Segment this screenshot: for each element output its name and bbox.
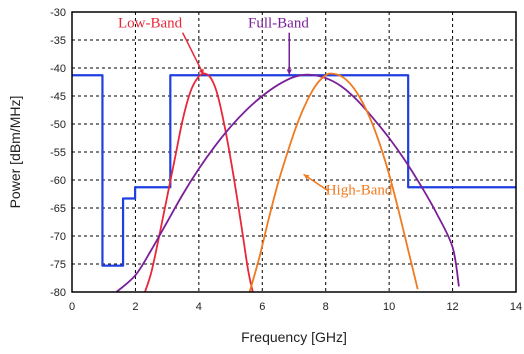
annotation-layer: Low-Band Full-Band High-Band: [118, 16, 393, 199]
x-tick-label: 12: [446, 301, 458, 313]
x-axis-label: Frequency [GHz]: [241, 329, 347, 345]
x-tick-label: 4: [196, 301, 202, 313]
series-layer: [72, 72, 516, 292]
x-tick-label: 8: [323, 301, 329, 313]
annotation-label: Low-Band: [118, 16, 183, 32]
annotation-arrow-head: [198, 68, 204, 75]
y-tick-label: -60: [50, 175, 66, 187]
tick-label-layer: 0 2 4 6 8 10 12 14 -30 -35 -40 -45 -50 -55 -60 -65 -70 -7…: [50, 7, 522, 313]
y-axis-label: Power [dBm/MHz]: [7, 96, 23, 209]
series-line-high-band: [248, 72, 419, 292]
annotation-arrow-head: [303, 174, 310, 180]
y-tick-label: -45: [50, 91, 66, 103]
annotation-label: High-Band: [326, 183, 393, 199]
annotation-label: Full-Band: [248, 16, 309, 32]
y-tick-label: -55: [50, 147, 66, 159]
x-tick-label: 0: [69, 301, 75, 313]
series-line-full-band: [115, 73, 460, 292]
plot-frame: [71, 11, 517, 293]
x-tick-label: 10: [383, 301, 395, 313]
y-tick-label: -50: [50, 119, 66, 131]
x-tick-label: 2: [132, 301, 138, 313]
y-tick-label: -70: [50, 231, 66, 243]
y-tick-label: -40: [50, 63, 66, 75]
y-tick-label: -65: [50, 203, 66, 215]
x-tick-label: 6: [259, 301, 265, 313]
grid-layer: [72, 12, 516, 292]
y-tick-label: -75: [50, 259, 66, 271]
annotation-arrow-head: [286, 69, 292, 75]
series-line-low-band: [144, 72, 254, 292]
y-tick-label: -80: [50, 287, 66, 299]
series-line-fcc-mask: [72, 74, 516, 267]
y-tick-label: -35: [50, 35, 66, 47]
x-tick-label: 14: [510, 301, 522, 313]
annotation-arrow-line: [181, 32, 205, 76]
y-tick-label: -30: [50, 7, 66, 19]
